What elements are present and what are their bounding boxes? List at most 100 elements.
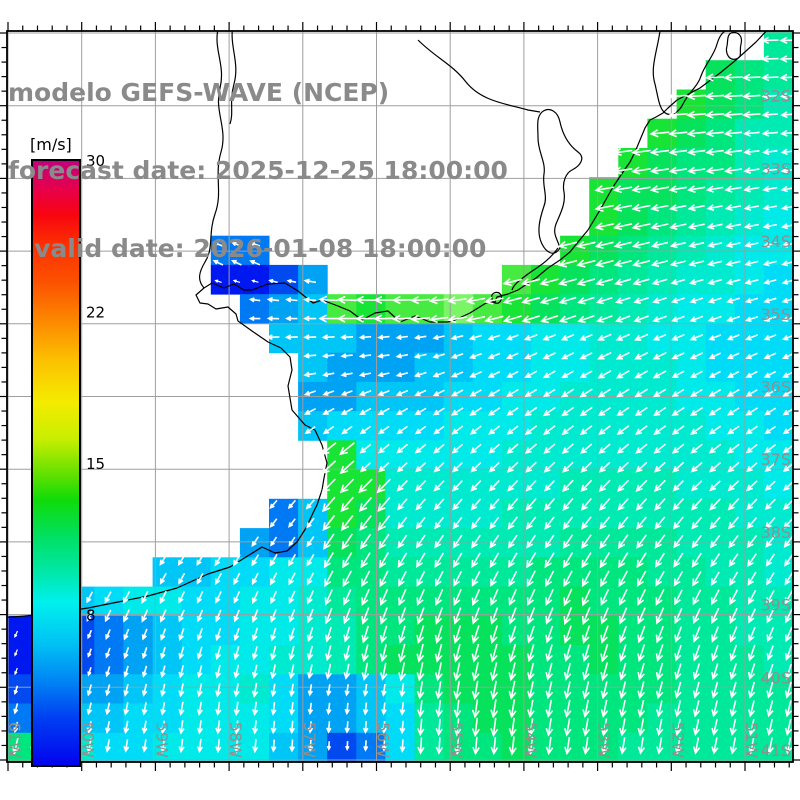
- wind-arrow: [580, 461, 593, 473]
- wind-arrow: [415, 480, 427, 492]
- wind-arrow: [618, 570, 629, 588]
- wind-arrow: [266, 315, 280, 322]
- wind-arrow: [562, 552, 574, 569]
- wind-arrow: [377, 515, 391, 532]
- wind-arrow: [785, 663, 792, 680]
- wind-arrow: [600, 662, 609, 682]
- wind-arrow: [692, 571, 702, 587]
- wind-arrow: [708, 370, 721, 378]
- wind-arrow: [729, 718, 737, 737]
- wind-arrow: [669, 260, 686, 267]
- wind-arrow: [687, 185, 706, 193]
- wind-arrow: [359, 407, 372, 416]
- wind-arrow: [251, 664, 259, 679]
- wind-arrow: [780, 185, 793, 193]
- wind-arrow: [487, 352, 501, 360]
- wind-arrow: [468, 334, 483, 341]
- wind-arrow: [396, 462, 408, 473]
- wind-arrow: [711, 681, 719, 699]
- wind-arrow: [395, 372, 409, 378]
- wind-arrow: [233, 646, 240, 661]
- colorbar: [m/s] 30 22 15 8: [30, 135, 105, 767]
- wind-arrow: [270, 536, 278, 547]
- wind-arrow: [634, 388, 649, 398]
- longitude-label: 54W: [521, 722, 540, 758]
- wind-arrow: [490, 588, 499, 607]
- wind-arrow: [391, 295, 412, 305]
- wind-arrow: [709, 498, 721, 511]
- wind-arrow: [708, 388, 722, 397]
- wind-arrow: [489, 552, 500, 569]
- wind-arrow: [233, 591, 241, 604]
- wind-arrow: [105, 647, 111, 659]
- wind-arrow: [416, 643, 425, 663]
- wind-arrow: [557, 240, 578, 249]
- wind-arrow: [178, 591, 186, 604]
- wind-arrow: [582, 736, 591, 756]
- wind-arrow: [729, 737, 738, 755]
- wind-arrow: [651, 278, 668, 286]
- river: [417, 39, 541, 113]
- wind-arrow: [178, 646, 185, 660]
- wind-arrow: [672, 498, 685, 511]
- wind-arrow: [361, 607, 370, 625]
- wind-arrow: [761, 111, 778, 119]
- wind-arrow: [563, 625, 572, 644]
- wind-arrow: [618, 644, 627, 663]
- wind-arrow: [123, 665, 129, 678]
- wind-arrow: [122, 590, 131, 604]
- wind-arrow: [600, 718, 609, 737]
- wind-arrow: [652, 297, 667, 304]
- wind-arrow: [397, 552, 408, 569]
- wind-arrow: [748, 626, 756, 643]
- wind-arrow: [612, 166, 633, 175]
- wind-arrow: [747, 589, 757, 605]
- wind-arrow: [745, 443, 758, 454]
- wind-arrow: [214, 572, 223, 586]
- wind-arrow: [159, 554, 168, 566]
- wind-arrow: [542, 333, 557, 341]
- wind-arrow: [614, 297, 631, 304]
- wind-arrow: [14, 630, 19, 639]
- wind-arrow: [637, 588, 647, 606]
- wind-arrow: [362, 720, 369, 735]
- wind-arrow: [379, 644, 388, 663]
- wind-arrow: [594, 240, 614, 249]
- wind-arrow: [86, 702, 93, 716]
- wind-arrow: [269, 553, 278, 567]
- wind-arrow: [765, 535, 776, 548]
- colorbar-unit-label: [m/s]: [30, 135, 72, 154]
- wind-arrow: [416, 607, 425, 625]
- wind-arrow: [545, 644, 553, 663]
- wind-arrow: [784, 681, 792, 699]
- wind-arrow: [690, 425, 703, 435]
- lagoon: [725, 31, 743, 60]
- wind-arrow: [471, 588, 481, 607]
- wind-arrow: [435, 570, 444, 587]
- wind-arrow: [558, 296, 577, 305]
- wind-arrow: [306, 553, 315, 567]
- wind-arrow: [379, 552, 390, 569]
- wind-arrow: [471, 516, 481, 530]
- wind-arrow: [763, 297, 777, 304]
- wind-arrow: [416, 588, 426, 607]
- wind-arrow: [545, 607, 554, 625]
- wind-arrow: [746, 534, 758, 549]
- wind-arrow: [668, 148, 687, 156]
- wind-arrow: [396, 480, 408, 492]
- wind-arrow: [508, 552, 518, 569]
- wind-arrow: [87, 629, 93, 640]
- wind-arrow: [270, 702, 277, 716]
- wind-arrow: [539, 296, 559, 305]
- wind-arrow: [340, 407, 353, 415]
- wind-arrow: [214, 279, 222, 283]
- latitude-label: 38S: [760, 523, 791, 542]
- wind-arrow: [692, 626, 701, 643]
- wind-arrow: [711, 589, 720, 606]
- wind-arrow: [707, 297, 722, 304]
- wind-arrow: [577, 315, 595, 323]
- wind-arrow: [288, 553, 297, 567]
- wind-arrow: [377, 407, 390, 416]
- wind-arrow: [452, 552, 463, 569]
- wind-arrow: [766, 590, 775, 605]
